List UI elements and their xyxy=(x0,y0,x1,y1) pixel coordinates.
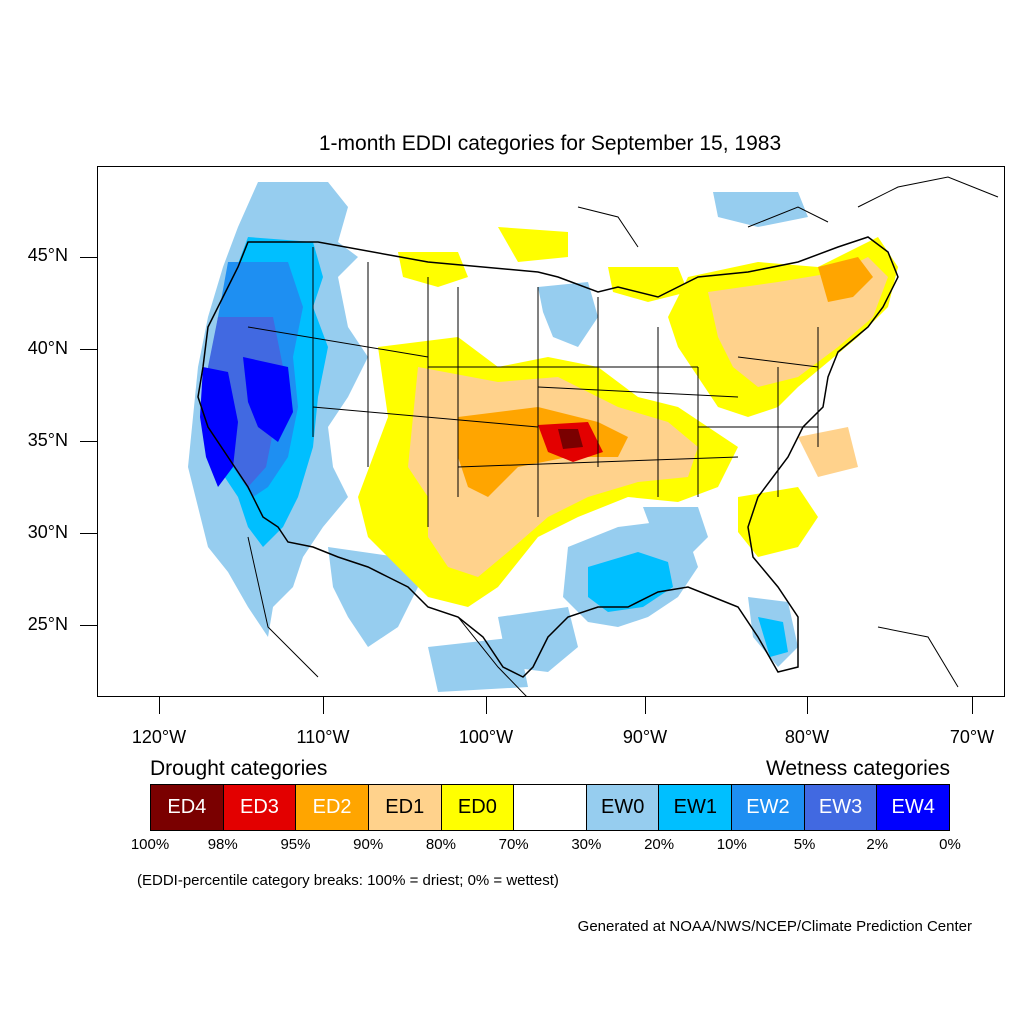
legend-cell-ed3: ED3 xyxy=(223,785,297,830)
lon-tick-110 xyxy=(323,697,324,714)
legend-percentile-label: 2% xyxy=(866,836,889,853)
lon-tick-80 xyxy=(807,697,808,714)
legend-percentile-label: 70% xyxy=(498,836,529,853)
lat-label-30: 30°N xyxy=(27,522,68,542)
legend-cell-ew0: EW0 xyxy=(586,785,660,830)
boundaries xyxy=(197,176,999,696)
legend-cell-ew4: EW4 xyxy=(877,785,950,830)
legend-cell-ed2: ED2 xyxy=(296,785,369,830)
lon-tick-120 xyxy=(159,697,160,714)
lat-label-45: 45°N xyxy=(27,245,68,265)
legend-percentile-label: 98% xyxy=(207,836,238,853)
legend-percentile-label: 95% xyxy=(280,836,311,853)
lon-label-70: 70°W xyxy=(949,727,995,747)
legend-wetness-heading: Wetness categories xyxy=(765,757,950,780)
legend-note: (EDDI-percentile category breaks: 100% =… xyxy=(137,872,559,889)
lat-tick-45 xyxy=(80,257,97,258)
legend-percentile-label: 20% xyxy=(644,836,675,853)
lon-label-80: 80°W xyxy=(784,727,830,747)
legend-percentile-label: 80% xyxy=(425,836,456,853)
lat-tick-25 xyxy=(80,625,97,626)
legend-drought-heading: Drought categories xyxy=(150,757,328,780)
lat-tick-40 xyxy=(80,349,97,350)
legend-cell-ew1: EW1 xyxy=(659,785,733,830)
legend-color-bar: ED4 ED3 ED2 ED1 ED0 EW0 EW1 EW2 EW3 EW4 xyxy=(150,784,950,831)
lon-label-120: 120°W xyxy=(131,727,187,747)
lon-tick-90 xyxy=(645,697,646,714)
lat-tick-35 xyxy=(80,441,97,442)
legend-cell-ed1: ED1 xyxy=(368,785,442,830)
lon-tick-100 xyxy=(486,697,487,714)
eddi-map xyxy=(97,166,1005,697)
legend-cell-ew3: EW3 xyxy=(804,785,878,830)
legend-percentile-label: 90% xyxy=(353,836,384,853)
legend-percentile-label: 30% xyxy=(571,836,602,853)
credit-line: Generated at NOAA/NWS/NCEP/Climate Predi… xyxy=(577,918,972,935)
lat-tick-30 xyxy=(80,533,97,534)
lat-label-35: 35°N xyxy=(27,430,68,450)
legend-percentile-label: 0% xyxy=(939,836,961,853)
eddi-map-svg xyxy=(188,176,999,696)
lon-label-110: 110°W xyxy=(296,727,350,747)
legend-cell-neutral xyxy=(514,785,587,830)
lon-tick-70 xyxy=(972,697,973,714)
legend-percentile-label: 5% xyxy=(793,836,816,853)
legend-cell-ed0: ED0 xyxy=(441,785,515,830)
lat-label-25: 25°N xyxy=(27,614,68,634)
lon-label-100: 100°W xyxy=(458,727,514,747)
drought-regions xyxy=(358,227,898,607)
legend-cell-ed4: ED4 xyxy=(151,785,224,830)
map-title: 1-month EDDI categories for September 15… xyxy=(318,132,782,155)
legend-percentile-label: 10% xyxy=(716,836,747,853)
wetness-regions xyxy=(188,182,808,692)
lat-label-40: 40°N xyxy=(27,338,68,358)
lon-label-90: 90°W xyxy=(622,727,668,747)
legend-cell-ew2: EW2 xyxy=(732,785,805,830)
legend-percentile-label: 100% xyxy=(130,836,170,853)
